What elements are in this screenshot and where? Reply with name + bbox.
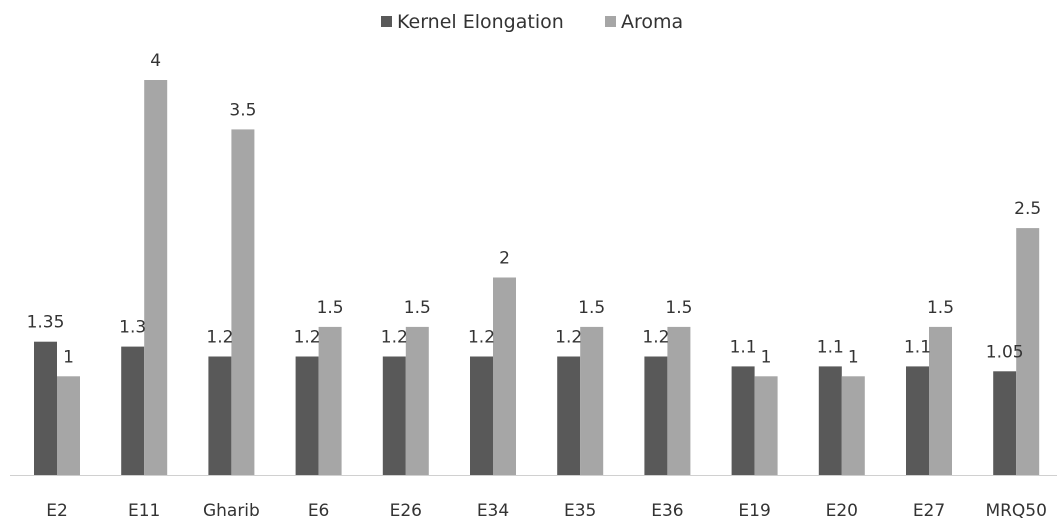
bar-aroma-e26 — [405, 326, 429, 475]
data-label-aroma-e36: 1.5 — [665, 298, 692, 318]
data-label-kernel-elongation-e20: 1.1 — [817, 337, 844, 357]
x-tick-label-e34: E34 — [477, 501, 509, 520]
x-tick-label-e11: E11 — [128, 501, 160, 520]
bar-kernel-elongation-e2 — [34, 341, 57, 475]
bar-kernel-elongation-e27 — [906, 366, 929, 475]
legend: Kernel Elongation Aroma — [381, 11, 683, 33]
bar-aroma-mrq50 — [1016, 228, 1040, 475]
data-label-aroma-gharib: 3.5 — [229, 100, 256, 120]
x-tick-labels-group: E2 E11 Gharib E6 E26 E34 E35 E36 E19 E20 E27 MRQ50 — [46, 501, 1047, 520]
data-label-kernel-elongation-gharib: 1.2 — [206, 328, 233, 348]
data-label-aroma-mrq50: 2.5 — [1014, 199, 1041, 219]
x-tick-label-e6: E6 — [308, 501, 330, 520]
data-label-aroma-e26: 1.5 — [404, 298, 431, 318]
x-tick-label-e26: E26 — [390, 501, 422, 520]
data-labels-group: 1.35 1 1.3 4 1.2 3.5 1.2 1.5 1.2 1.5 1.2 2 1.2 1.5 1.2… — [27, 51, 1042, 367]
bar-kernel-elongation-e6 — [295, 356, 319, 475]
x-tick-label-e19: E19 — [738, 501, 770, 520]
x-tick-label-e36: E36 — [651, 501, 683, 520]
data-label-kernel-elongation-e11: 1.3 — [119, 318, 146, 338]
data-label-aroma-e11: 4 — [150, 51, 161, 71]
bar-kernel-elongation-e19 — [731, 366, 755, 475]
data-label-aroma-e6: 1.5 — [317, 298, 344, 318]
data-label-aroma-e19: 1 — [761, 347, 772, 367]
bar-kernel-elongation-mrq50 — [993, 371, 1017, 475]
data-label-aroma-e2: 1 — [63, 347, 74, 367]
data-label-kernel-elongation-e36: 1.2 — [642, 328, 669, 348]
bar-aroma-e36 — [667, 326, 691, 475]
data-label-kernel-elongation-e26: 1.2 — [381, 328, 408, 348]
x-tick-label-e20: E20 — [826, 501, 858, 520]
legend-swatch-aroma — [605, 16, 616, 27]
x-tick-label-mrq50: MRQ50 — [985, 501, 1047, 520]
bar-aroma-gharib — [231, 129, 255, 475]
legend-swatch-kernel-elongation — [381, 16, 392, 27]
data-label-kernel-elongation-e34: 1.2 — [468, 328, 495, 348]
x-tick-label-gharib: Gharib — [203, 501, 260, 520]
data-label-kernel-elongation-e6: 1.2 — [294, 328, 321, 348]
x-tick-label-e35: E35 — [564, 501, 596, 520]
bar-kernel-elongation-e36 — [644, 356, 668, 475]
x-tick-label-e2: E2 — [46, 501, 68, 520]
data-label-kernel-elongation-e2: 1.35 — [27, 313, 65, 333]
legend-label-aroma: Aroma — [621, 11, 683, 33]
data-label-kernel-elongation-e19: 1.1 — [730, 337, 757, 357]
bar-kernel-elongation-e35 — [557, 356, 581, 475]
data-label-aroma-e34: 2 — [499, 249, 510, 269]
data-label-aroma-e20: 1 — [848, 347, 859, 367]
data-label-aroma-e35: 1.5 — [578, 298, 605, 318]
bar-kernel-elongation-e34 — [470, 356, 493, 475]
x-tick-label-e27: E27 — [913, 501, 945, 520]
bar-aroma-e34 — [493, 277, 516, 475]
data-label-kernel-elongation-e27: 1.1 — [904, 337, 931, 357]
bar-aroma-e19 — [754, 376, 778, 476]
bar-kernel-elongation-e20 — [818, 366, 842, 475]
bar-aroma-e27 — [929, 326, 952, 475]
bar-kernel-elongation-e11 — [121, 346, 145, 475]
data-label-kernel-elongation-e35: 1.2 — [555, 328, 582, 348]
data-label-kernel-elongation-mrq50: 1.05 — [986, 342, 1024, 362]
bars-group — [34, 80, 1040, 476]
bar-kernel-elongation-gharib — [208, 356, 232, 475]
bar-kernel-elongation-e26 — [382, 356, 406, 475]
bar-aroma-e20 — [841, 376, 865, 476]
bar-aroma-e6 — [318, 326, 342, 475]
bar-aroma-e35 — [580, 326, 604, 475]
bar-aroma-e2 — [57, 376, 80, 476]
bar-aroma-e11 — [144, 80, 168, 475]
legend-label-kernel-elongation: Kernel Elongation — [397, 11, 564, 33]
data-label-aroma-e27: 1.5 — [927, 298, 954, 318]
